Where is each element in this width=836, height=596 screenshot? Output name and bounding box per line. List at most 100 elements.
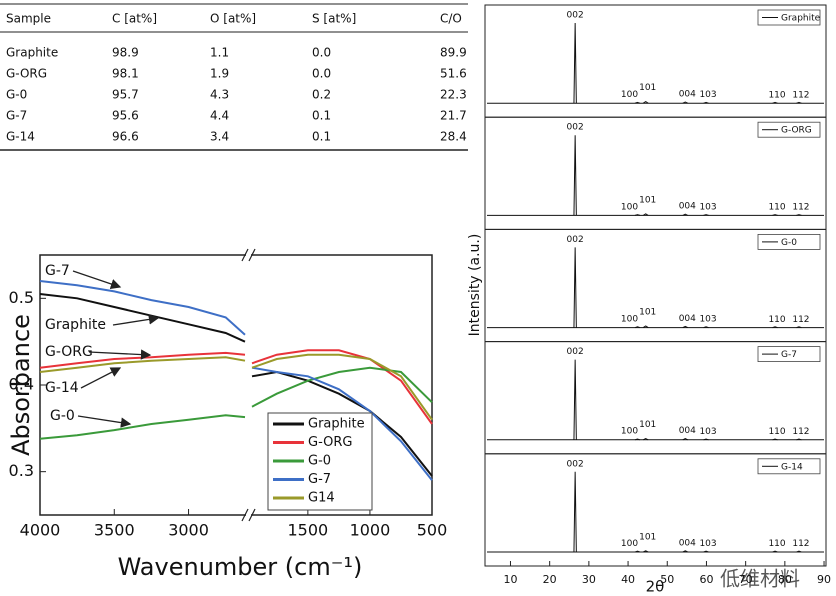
x-axis-label: Wavenumber (cm⁻¹) — [118, 553, 363, 581]
table-cell: 0.0 — [312, 46, 331, 60]
legend-label: G-7 — [781, 350, 797, 360]
annotation: G-ORG — [45, 344, 93, 360]
x-tick-label: 30 — [582, 573, 596, 586]
x-tick-label: 40 — [621, 573, 635, 586]
peak-label: 103 — [699, 90, 716, 100]
peak-label: 103 — [699, 427, 716, 437]
peak-label: 004 — [679, 314, 696, 324]
peak-label: 100 — [621, 539, 638, 549]
peak-label: 002 — [567, 235, 584, 245]
peak-label: 112 — [792, 315, 809, 325]
panel-frame — [484, 453, 827, 567]
peak-label: 103 — [699, 202, 716, 212]
legend-label: Graphite — [308, 417, 365, 432]
table-cell: 4.3 — [210, 88, 229, 102]
peak — [703, 101, 709, 104]
table-cell: 1.9 — [210, 67, 229, 81]
annotation-arrow — [77, 415, 132, 428]
data-line — [39, 351, 246, 369]
peak-label: 110 — [768, 539, 785, 549]
table-cell: 21.7 — [440, 109, 467, 123]
table-header: C [at%] — [112, 12, 157, 26]
table-cell: 3.4 — [210, 130, 229, 144]
peak — [772, 438, 778, 441]
peak — [796, 550, 802, 553]
peak-label: 110 — [768, 203, 785, 213]
data-line — [39, 356, 246, 373]
peak — [634, 550, 641, 553]
y-tick-label: 0.3 — [9, 461, 34, 480]
peak — [703, 550, 709, 553]
axis-break-mark — [248, 248, 256, 262]
table-cell: 98.9 — [112, 46, 139, 60]
peak-label: 100 — [621, 427, 638, 437]
axis-break-mark — [241, 248, 249, 262]
peak-label: 101 — [639, 195, 656, 205]
legend-label: G-ORG — [308, 435, 352, 450]
peak-label: 112 — [792, 90, 809, 100]
peak — [573, 471, 577, 553]
y-axis-label: Intensity (a.u.) — [467, 234, 483, 337]
peak — [634, 101, 641, 104]
table-cell: 0.1 — [312, 130, 331, 144]
y-axis-label: Absorbance — [7, 314, 35, 456]
x-tick-label: 50 — [660, 573, 674, 586]
annotation-arrow — [88, 349, 152, 360]
peak — [642, 438, 649, 441]
peak — [772, 550, 778, 553]
peak-label: 100 — [621, 202, 638, 212]
table-header: C/O — [440, 12, 462, 26]
table-cell: 96.6 — [112, 130, 139, 144]
table-cell: 0.1 — [312, 109, 331, 123]
table-cell: 95.7 — [112, 88, 139, 102]
annotation: G-0 — [50, 408, 75, 424]
data-line — [39, 414, 246, 440]
table-cell: Graphite — [6, 46, 58, 60]
x-tick-label: 3000 — [168, 521, 209, 540]
peak-label: 101 — [639, 307, 656, 317]
peak — [682, 325, 689, 329]
annotation-arrow — [72, 270, 122, 289]
data-line — [251, 349, 433, 425]
peak — [772, 214, 778, 216]
table-header: Sample — [6, 12, 51, 26]
x-tick-label: 500 — [417, 521, 448, 540]
peak-label: 101 — [639, 532, 656, 542]
peak — [634, 438, 641, 441]
axis-break-mark — [248, 508, 256, 522]
table-cell: 28.4 — [440, 130, 467, 144]
y-tick-label: 0.5 — [9, 288, 34, 307]
axis-break-gap — [246, 251, 251, 519]
peak-label: 002 — [567, 123, 584, 133]
peak — [772, 326, 778, 329]
peak — [703, 214, 709, 216]
table-cell: G-14 — [6, 130, 35, 144]
table-header: S [at%] — [312, 12, 356, 26]
table-cell: 89.9 — [440, 46, 467, 60]
x-tick-label: 1500 — [288, 521, 329, 540]
annotation-arrow — [80, 367, 122, 389]
legend-label: Graphite — [781, 14, 821, 24]
peak-label: 103 — [699, 315, 716, 325]
legend-box — [757, 121, 821, 138]
annotation: G-14 — [45, 380, 79, 396]
x-tick-label: 80 — [778, 573, 792, 586]
peak-label: 002 — [567, 11, 584, 21]
peak — [642, 550, 649, 553]
peak-label: 110 — [768, 90, 785, 100]
peak-label: 004 — [679, 202, 696, 212]
peak — [573, 247, 577, 328]
peak-label: 002 — [567, 459, 584, 469]
x-tick-label: 1000 — [350, 521, 391, 540]
legend-label: G-ORG — [781, 126, 812, 136]
peak — [682, 101, 689, 104]
legend-label: G-0 — [781, 238, 797, 248]
table-cell: G-ORG — [6, 67, 47, 81]
table-cell: 4.4 — [210, 109, 229, 123]
x-tick-label: 10 — [503, 573, 517, 586]
peak — [682, 213, 689, 216]
table-cell: 51.6 — [440, 67, 467, 81]
peak — [642, 213, 649, 216]
annotation: G-7 — [45, 263, 70, 279]
